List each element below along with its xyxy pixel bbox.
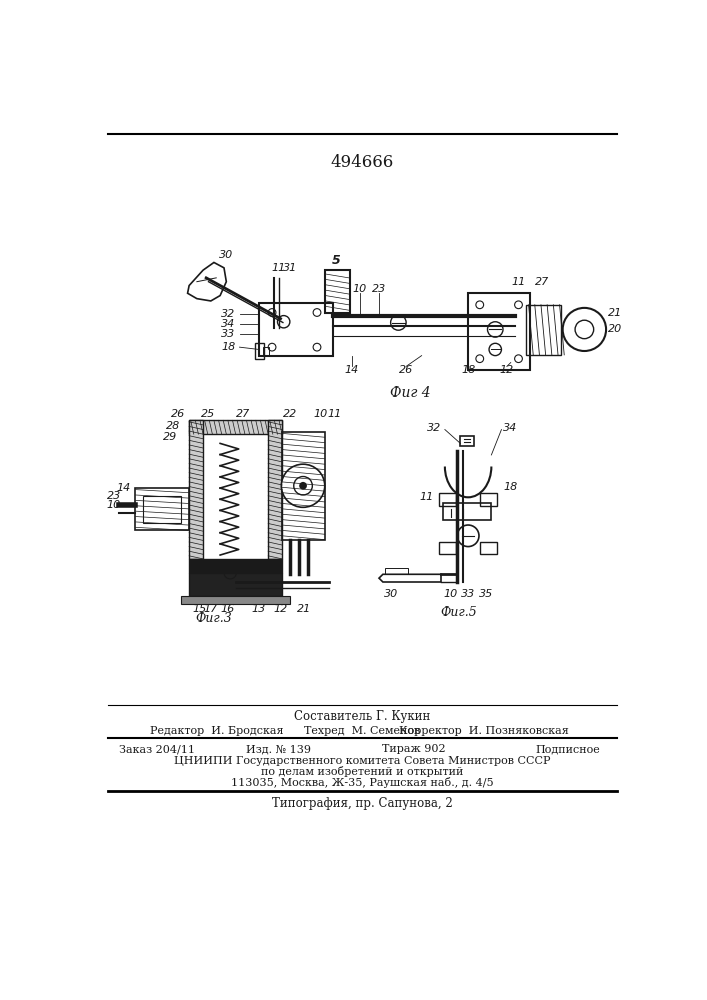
Text: 494666: 494666 [330, 154, 394, 171]
FancyBboxPatch shape [189, 559, 282, 573]
Text: 34: 34 [221, 319, 235, 329]
Text: 20: 20 [607, 324, 622, 334]
Text: 15: 15 [192, 604, 206, 614]
Text: Заказ 204/11: Заказ 204/11 [119, 744, 195, 754]
FancyBboxPatch shape [189, 573, 282, 596]
Text: Техред  М. Семенов: Техред М. Семенов [304, 726, 420, 736]
Text: 32: 32 [427, 423, 441, 433]
Text: 30: 30 [383, 589, 398, 599]
Text: Редактор  И. Бродская: Редактор И. Бродская [151, 726, 284, 736]
Text: 33: 33 [221, 329, 235, 339]
Circle shape [281, 464, 325, 507]
Text: 26: 26 [171, 409, 185, 419]
Text: 12: 12 [274, 604, 288, 614]
Text: 30: 30 [219, 250, 233, 260]
Text: Фиг 4: Фиг 4 [390, 386, 431, 400]
Text: Фиг.5: Фиг.5 [440, 606, 477, 619]
Text: 16: 16 [221, 604, 235, 614]
Text: 29: 29 [163, 432, 177, 442]
Text: 28: 28 [165, 421, 180, 431]
Text: 14: 14 [345, 365, 359, 375]
Text: 13: 13 [252, 604, 266, 614]
FancyBboxPatch shape [182, 596, 290, 604]
Text: Изд. № 139: Изд. № 139 [246, 744, 311, 754]
Text: 22: 22 [283, 409, 297, 419]
Text: 23: 23 [107, 491, 121, 501]
Text: Подписное: Подписное [535, 744, 600, 754]
Circle shape [299, 482, 307, 490]
Text: 14: 14 [117, 483, 131, 493]
Text: 27: 27 [236, 409, 250, 419]
Text: 11: 11 [271, 263, 286, 273]
Text: 11: 11 [328, 409, 342, 419]
Text: 33: 33 [461, 589, 475, 599]
Text: 26: 26 [399, 365, 414, 375]
Text: Типография, пр. Сапунова, 2: Типография, пр. Сапунова, 2 [271, 797, 452, 810]
Text: 27: 27 [534, 277, 549, 287]
Text: 21: 21 [297, 604, 311, 614]
Text: 18: 18 [461, 365, 475, 375]
Text: Составитель Г. Кукин: Составитель Г. Кукин [294, 710, 430, 723]
FancyBboxPatch shape [189, 420, 282, 434]
Text: 32: 32 [221, 309, 235, 319]
Text: по делам изобретений и открытий: по делам изобретений и открытий [261, 766, 463, 777]
Text: 35: 35 [479, 589, 493, 599]
Text: 10: 10 [107, 500, 121, 510]
Text: 10: 10 [444, 589, 458, 599]
Text: 17: 17 [204, 604, 218, 614]
Text: 10: 10 [314, 409, 328, 419]
Text: 31: 31 [283, 263, 297, 273]
Text: 21: 21 [607, 308, 622, 318]
Text: 11: 11 [419, 492, 433, 502]
Text: Тираж 902: Тираж 902 [382, 744, 445, 754]
Text: 18: 18 [503, 482, 518, 492]
Text: 5: 5 [332, 254, 341, 267]
Text: 113035, Москва, Ж-35, Раушская наб., д. 4/5: 113035, Москва, Ж-35, Раушская наб., д. … [230, 777, 493, 788]
Text: 10: 10 [353, 284, 367, 294]
Text: 12: 12 [500, 365, 514, 375]
FancyBboxPatch shape [268, 420, 282, 559]
Text: 25: 25 [201, 409, 216, 419]
Text: 23: 23 [372, 284, 386, 294]
Text: Фиг.3: Фиг.3 [196, 612, 233, 625]
Text: 18: 18 [221, 342, 235, 352]
Text: ЦНИИПИ Государственного комитета Совета Министров СССР: ЦНИИПИ Государственного комитета Совета … [174, 756, 550, 766]
Text: 34: 34 [503, 423, 518, 433]
Text: 11: 11 [511, 277, 525, 287]
Text: Корректор  И. Позняковская: Корректор И. Позняковская [399, 726, 569, 736]
FancyBboxPatch shape [189, 420, 203, 559]
